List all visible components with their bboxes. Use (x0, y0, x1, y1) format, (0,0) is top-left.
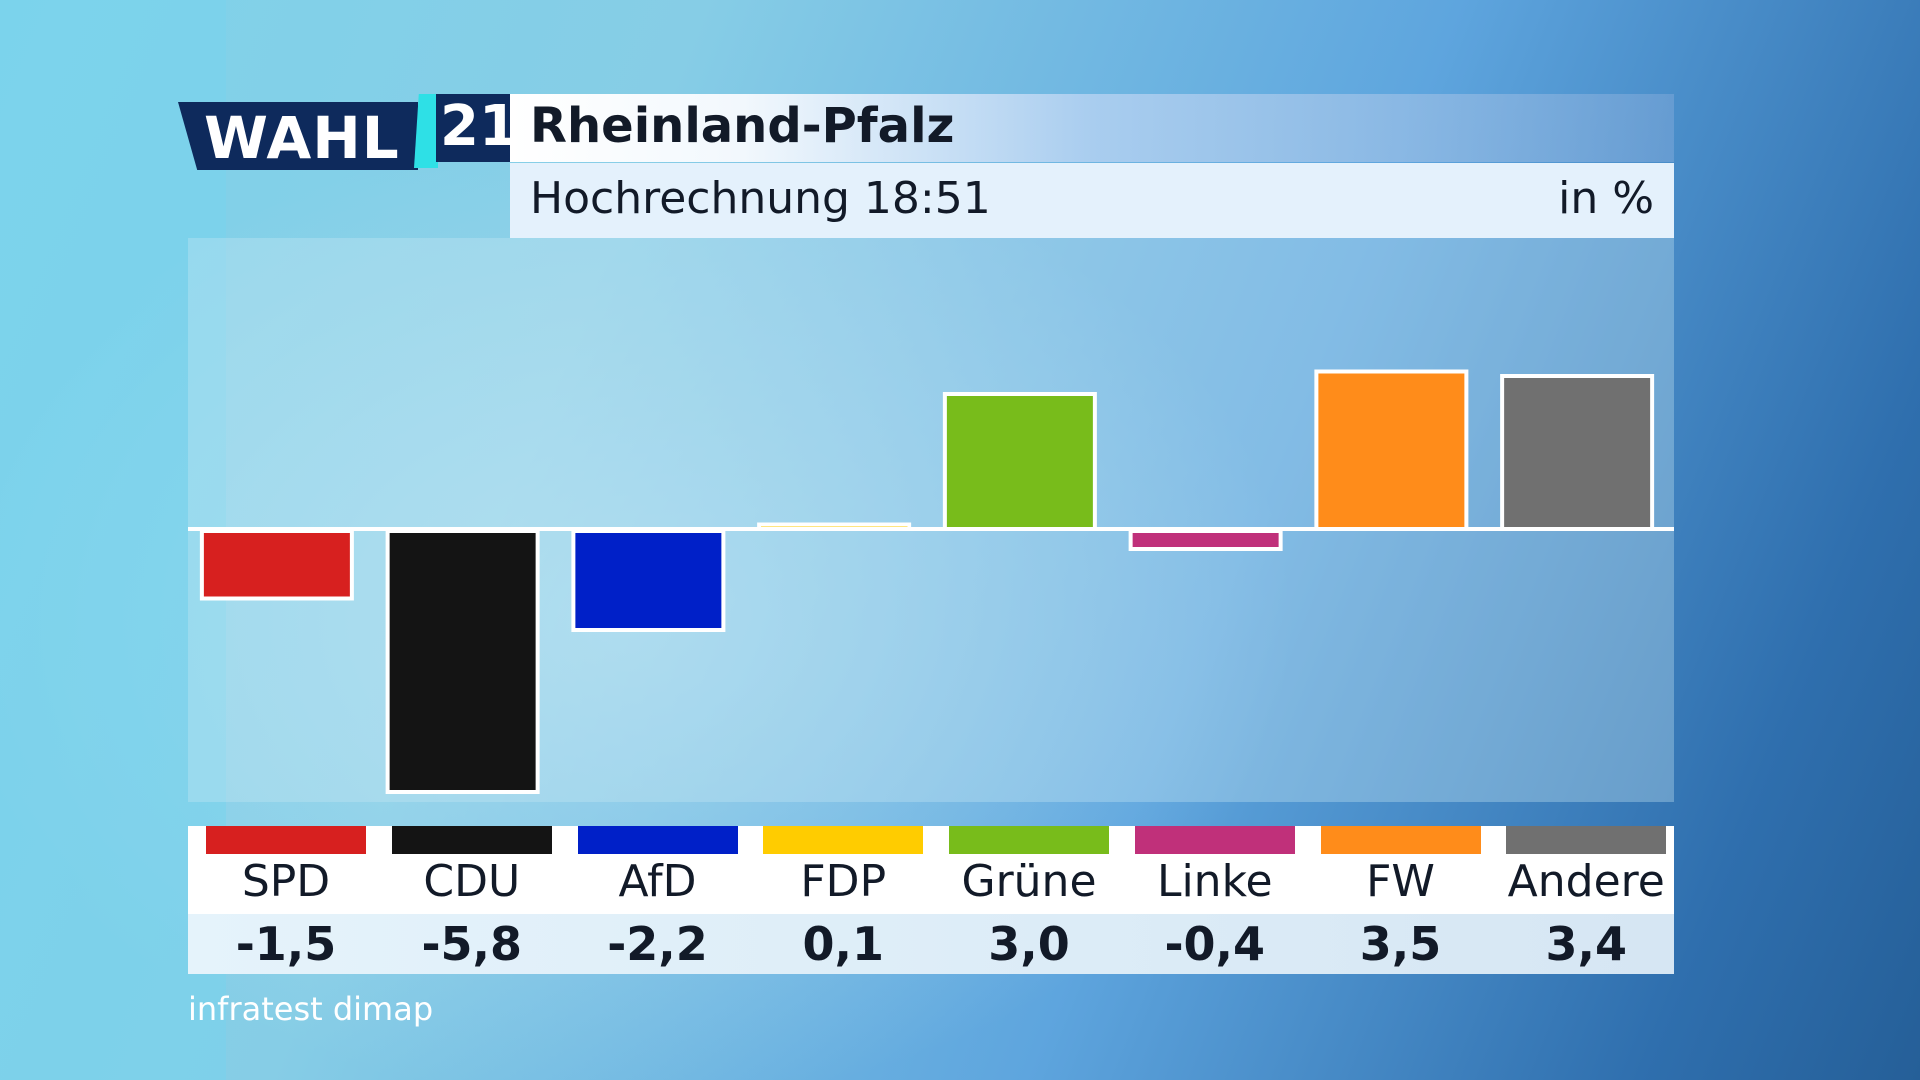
color-swatch (577, 826, 738, 854)
party-name: FDP (800, 856, 887, 907)
year-logo-text: 21 (440, 94, 518, 159)
bar-cdu (385, 529, 540, 794)
source-label: infratest dimap (188, 990, 434, 1028)
color-swatch (949, 826, 1109, 854)
party-column-linke: Linke -0,4 (1129, 826, 1313, 974)
bar-fw (1314, 369, 1469, 531)
chart-subtitle: Hochrechnung 18:51 (530, 173, 991, 224)
color-swatch (1134, 826, 1295, 854)
party-column-fw: FW 3,5 (1315, 826, 1499, 974)
party-name: AfD (618, 856, 697, 907)
party-name: Linke (1156, 856, 1273, 907)
party-table: SPD -1,5 CDU -5,8 AfD -2,2 FDP 0,1 Grüne 3,0 Linke… (188, 826, 1674, 974)
color-swatch (1506, 826, 1667, 854)
party-name: Andere (1507, 856, 1665, 907)
data-label: 3,0 (988, 917, 1070, 971)
color-swatch (763, 826, 924, 854)
wahl-logo: WAHL (178, 102, 418, 170)
color-swatch (206, 826, 366, 854)
data-label: 3,5 (1359, 917, 1442, 971)
party-column-afd: AfD -2,2 (572, 826, 756, 974)
bar-fdp (757, 522, 912, 531)
year-logo: 21 (436, 94, 518, 162)
party-column-andere: Andere 3,4 (1500, 826, 1684, 974)
party-name: Grüne (961, 856, 1097, 907)
data-label: -0,4 (1164, 917, 1266, 971)
party-column-fdp: FDP 0,1 (757, 826, 941, 974)
data-label: -1,5 (235, 917, 337, 971)
bar-andere (1500, 374, 1655, 531)
party-column-spd: SPD -1,5 (200, 826, 384, 974)
title-bar: Rheinland-Pfalz (510, 94, 1674, 162)
wahl-logo-text: WAHL (204, 104, 400, 172)
chart-panel (188, 238, 1674, 802)
logo-accent-stripe (414, 94, 438, 168)
chart-title: Rheinland-Pfalz (530, 98, 955, 154)
bar-afd (571, 529, 726, 632)
party-column-cdu: CDU -5,8 (386, 826, 570, 974)
bar-grüne (942, 392, 1097, 531)
party-name: CDU (423, 856, 521, 907)
value-row-background (188, 914, 1674, 974)
color-swatch (391, 826, 552, 854)
data-label: -2,2 (607, 917, 708, 971)
party-column-grüne: Grüne 3,0 (943, 826, 1127, 974)
bar-linke (1128, 529, 1283, 551)
subtitle-bar: Hochrechnung 18:51 in % (510, 163, 1674, 238)
bar-chart (188, 369, 1674, 794)
data-label: 0,1 (802, 917, 885, 971)
party-name: FW (1366, 856, 1435, 907)
bar-spd (199, 529, 354, 601)
color-swatch (1320, 826, 1481, 854)
party-name: SPD (241, 856, 331, 907)
unit-label: in % (1558, 173, 1654, 224)
data-label: -5,8 (421, 917, 523, 971)
data-label: 3,4 (1545, 917, 1628, 971)
